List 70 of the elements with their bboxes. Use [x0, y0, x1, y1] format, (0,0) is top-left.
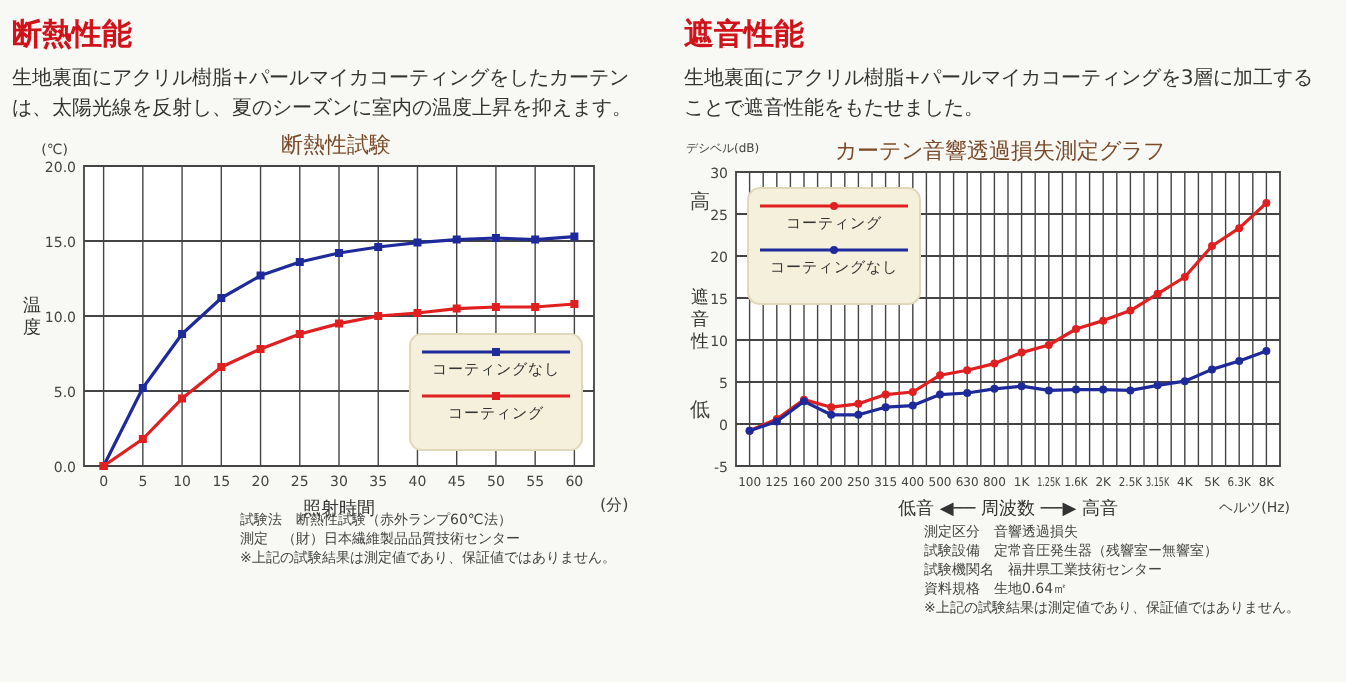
point	[963, 388, 972, 397]
point	[178, 330, 187, 338]
chart-title: 遮音性能	[682, 16, 806, 52]
point	[1153, 289, 1162, 298]
x-axis-title: 低音 ◀── 周波数 ──▶ 高音	[898, 498, 1118, 520]
point	[854, 410, 863, 419]
point	[138, 435, 147, 443]
point	[1072, 325, 1080, 334]
point	[1262, 199, 1271, 208]
point	[452, 304, 461, 313]
point	[374, 243, 383, 251]
point	[491, 234, 500, 242]
point	[531, 235, 540, 244]
point	[1072, 385, 1080, 394]
point	[936, 390, 944, 399]
point	[908, 401, 917, 410]
chart-title: 断熱性能	[12, 16, 134, 52]
point	[990, 359, 999, 368]
point	[178, 394, 187, 403]
point	[217, 363, 226, 371]
point	[295, 330, 304, 338]
point	[990, 384, 999, 393]
text: 低	[690, 400, 710, 422]
point	[413, 309, 422, 317]
point	[827, 410, 836, 419]
point	[908, 388, 917, 397]
text: 断熱性試験	[281, 132, 391, 158]
chart-subtitle: 生地裏面にアクリル樹脂+パールマイカコーティングを3層に加工することで遮音性能をもたせました。	[684, 66, 1314, 120]
point	[1235, 224, 1244, 233]
point	[881, 390, 890, 399]
text: カーテン音響透過損失測定グラフ	[835, 138, 1165, 164]
point	[1235, 357, 1244, 365]
point	[1208, 365, 1216, 374]
point	[1180, 273, 1189, 281]
y-axis-title: 温度	[23, 295, 41, 339]
y-axis-title: 遮音性	[689, 287, 709, 353]
point	[1180, 377, 1189, 386]
text: (分)	[600, 496, 629, 514]
point	[1017, 348, 1026, 357]
point	[1017, 382, 1026, 391]
chart-subtitle: 生地裏面にアクリル樹脂+パールマイカコーティングをしたカーテンは、太陽光線を反射し、夏のシーズンに室内の温度上昇を抑えます。	[12, 66, 632, 120]
point	[1099, 316, 1108, 325]
point	[217, 294, 226, 302]
point	[1044, 341, 1053, 350]
point	[1099, 385, 1108, 394]
point	[256, 271, 265, 280]
point	[1153, 381, 1162, 390]
text: 高	[690, 190, 710, 214]
point	[1044, 386, 1053, 395]
point	[1262, 346, 1271, 355]
point	[491, 303, 500, 311]
point	[1126, 386, 1135, 395]
point	[570, 300, 579, 308]
point	[413, 238, 422, 247]
point	[1208, 241, 1216, 250]
point	[452, 235, 461, 244]
point	[335, 249, 343, 257]
point	[335, 319, 343, 328]
point	[1126, 306, 1135, 315]
point	[295, 258, 304, 266]
point	[827, 403, 836, 412]
point	[531, 303, 540, 311]
point	[374, 312, 383, 320]
point	[963, 366, 972, 375]
point	[256, 345, 265, 353]
point	[936, 371, 944, 380]
point	[138, 384, 147, 392]
point	[881, 403, 890, 412]
point	[854, 399, 863, 408]
point	[570, 232, 579, 241]
